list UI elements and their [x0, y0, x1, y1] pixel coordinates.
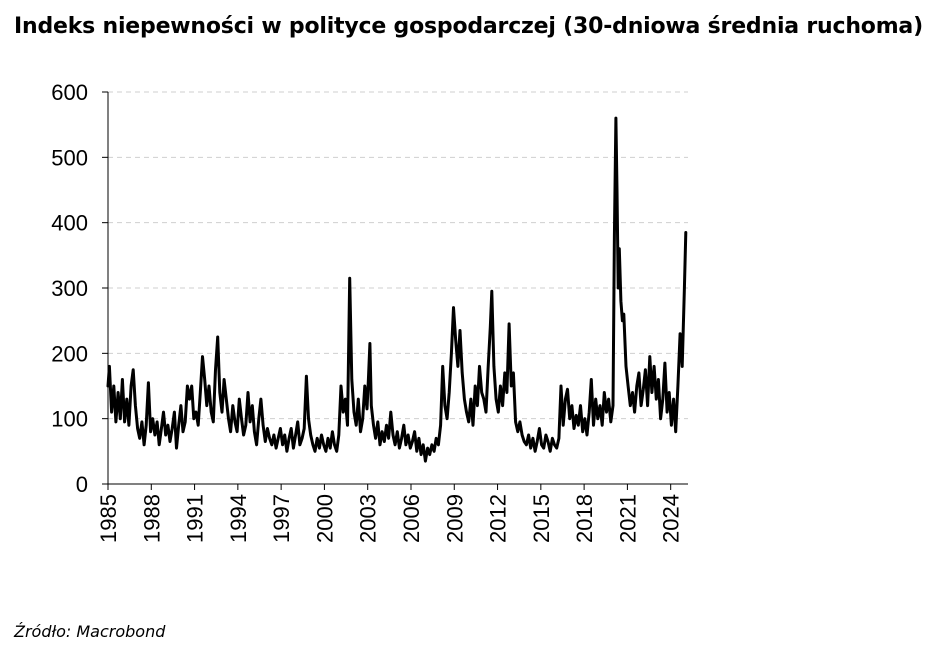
y-tick-label: 0	[76, 472, 88, 497]
x-axis-tick-labels: 1985 1988 1991 1994 1997 2000 2003 2006 2009 2012…	[96, 494, 684, 543]
x-tick-label: 1991	[183, 494, 208, 543]
gridlines	[108, 91, 688, 420]
y-tick-label: 200	[51, 341, 88, 366]
x-tick-label: 1985	[96, 494, 121, 543]
y-tick-label: 100	[51, 407, 88, 432]
series-line	[106, 116, 688, 463]
y-tick-label: 500	[51, 145, 88, 170]
x-tick-label: 2000	[312, 494, 337, 543]
x-tick-label: 2006	[399, 494, 424, 543]
x-tick-label: 1988	[139, 494, 164, 543]
x-tick-label: 2009	[442, 494, 467, 543]
chart-title: Indeks niepewności w polityce gospodarcz…	[14, 14, 923, 39]
x-tick-label: 2003	[356, 494, 381, 543]
series-group	[106, 116, 688, 463]
y-axis-tick-labels: 0 100 200 300 400 500 600	[51, 80, 88, 497]
x-tick-label: 2012	[486, 494, 511, 543]
y-tick-label: 400	[51, 211, 88, 236]
x-tick-label: 2024	[659, 494, 684, 543]
x-tick-label: 2021	[615, 494, 640, 543]
x-tick-label: 1997	[269, 494, 294, 543]
x-tick-label: 2018	[572, 494, 597, 543]
axes	[102, 91, 688, 490]
source-note: Źródło: Macrobond	[14, 622, 166, 641]
x-tick-label: 2015	[529, 494, 554, 543]
y-tick-label: 600	[51, 80, 88, 105]
y-tick-label: 300	[51, 276, 88, 301]
x-tick-label: 1994	[226, 494, 251, 543]
